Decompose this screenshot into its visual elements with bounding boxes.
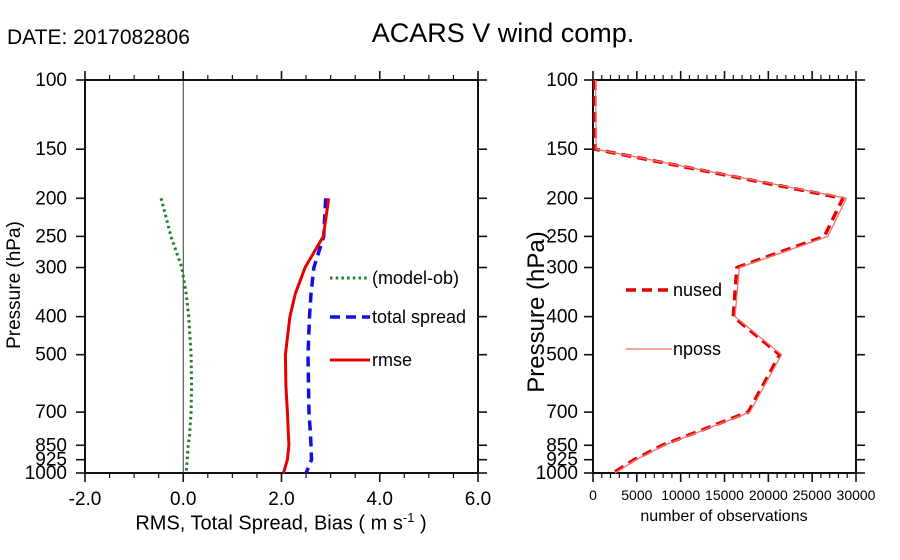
right-panel-frame	[592, 79, 857, 474]
y-tick-label: 850	[35, 435, 67, 456]
x-tick-label: 20000	[749, 487, 788, 503]
left-panel-series-totalspread	[304, 198, 328, 474]
x-tick-label: 2.0	[268, 489, 294, 510]
y-tick-label: 925	[546, 450, 578, 471]
left-x-axis-title-main: RMS, Total Spread, Bias ( m s	[135, 512, 403, 535]
y-tick-label: 150	[546, 139, 578, 160]
y-tick-label: 100	[35, 70, 67, 91]
y-tick-label: 400	[35, 307, 67, 328]
y-tick-label: 700	[35, 402, 67, 423]
right-x-axis-title: number of observations	[640, 508, 808, 525]
x-tick-label: 15000	[705, 487, 744, 503]
left-x-axis-title-sup: -1	[402, 510, 415, 525]
y-tick-label: 150	[35, 139, 67, 160]
left-x-axis-title: RMS, Total Spread, Bias ( m s-1 )	[81, 510, 481, 536]
right-panel-series-nposs	[594, 79, 848, 474]
y-tick-label: 400	[546, 307, 578, 328]
date-label: DATE: 2017082806	[7, 26, 190, 49]
y-tick-label: 1000	[536, 463, 578, 484]
y-tick-label: 925	[35, 450, 67, 471]
y-tick-label: 200	[35, 188, 67, 209]
x-tick-label: 6.0	[465, 489, 491, 510]
y-tick-label: 200	[546, 188, 578, 209]
x-tick-label: 30000	[837, 487, 876, 503]
y-tick-label: 850	[546, 435, 578, 456]
left-panel-series-rmse	[282, 198, 331, 474]
y-tick-label: 250	[35, 226, 67, 247]
legend-label-nused: nused	[673, 280, 723, 300]
y-tick-label: 500	[35, 345, 67, 366]
left-x-axis-title-end: )	[414, 512, 427, 535]
legend-label-total-spread: total spread	[372, 307, 467, 327]
y-tick-label: 1000	[25, 463, 67, 484]
right-panel-series-nused	[593, 79, 845, 475]
page-title: ACARS V wind comp.	[371, 18, 635, 48]
x-tick-label: 4.0	[367, 489, 393, 510]
y-tick-label: 300	[35, 258, 67, 279]
legend-label-model-ob: (model-ob)	[372, 268, 460, 288]
y-tick-label: 500	[546, 345, 578, 366]
x-tick-label: 10000	[661, 487, 700, 503]
y-tick-label: 250	[546, 226, 578, 247]
x-tick-label: 5000	[621, 487, 652, 503]
right-y-axis-title: Pressure (hPa)	[523, 231, 550, 393]
y-tick-label: 100	[546, 70, 578, 91]
x-tick-label: 0	[589, 487, 597, 503]
x-tick-label: 25000	[793, 487, 832, 503]
legend-label-rmse: rmse	[372, 350, 412, 370]
x-tick-label: 0.0	[170, 489, 196, 510]
y-tick-label: 300	[546, 258, 578, 279]
x-tick-label: -2.0	[69, 489, 102, 510]
y-tick-label: 700	[546, 402, 578, 423]
left-panel-series-modelob	[159, 197, 194, 474]
left-y-axis-title: Pressure (hPa)	[4, 221, 25, 349]
legend-label-nposs: nposs	[673, 339, 722, 359]
